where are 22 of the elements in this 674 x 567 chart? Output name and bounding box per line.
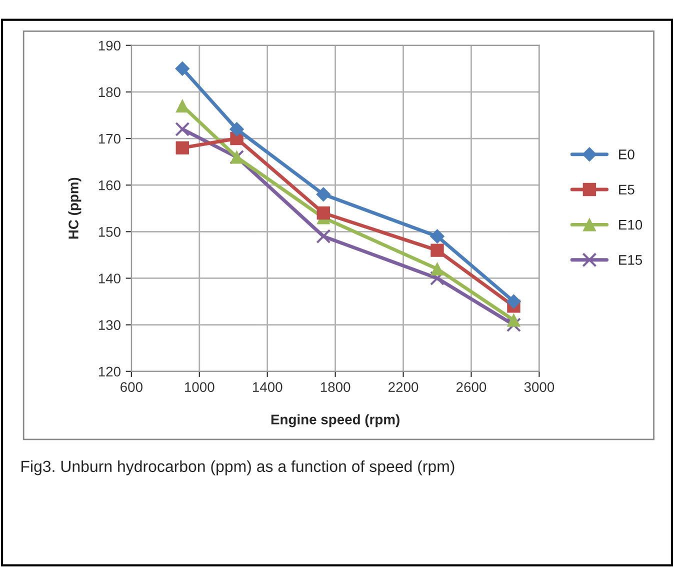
y-axis-title: HC (ppm): [68, 178, 82, 239]
x-tick-label: 1400: [252, 382, 282, 392]
x-tick-label: 600: [120, 382, 142, 392]
y-tick-label: 190: [98, 40, 120, 51]
legend-label: E0: [619, 150, 634, 160]
y-tick-label: 170: [98, 134, 120, 144]
x-tick-label: 2600: [456, 382, 486, 392]
x-tick-label: 2200: [388, 382, 418, 392]
legend-label: E10: [619, 220, 642, 230]
x-tick-label: 3000: [524, 382, 554, 392]
caption: Fig3. Unburn hydrocarbon (ppm) as a function of speed (rpm): [22, 460, 454, 476]
x-tick-label: 1800: [320, 382, 350, 392]
y-tick-label: 120: [98, 366, 120, 377]
y-tick-label: 140: [98, 274, 120, 284]
y-tick-label: 180: [98, 87, 120, 98]
legend-label: E15: [619, 255, 642, 265]
x-tick-label: 1000: [185, 382, 214, 392]
y-tick-label: 150: [98, 226, 120, 237]
y-tick-label: 160: [98, 180, 120, 190]
y-tick-label: 130: [98, 320, 120, 330]
x-axis-title: Engine speed (rpm): [271, 414, 400, 428]
legend-label: E5: [619, 184, 634, 195]
